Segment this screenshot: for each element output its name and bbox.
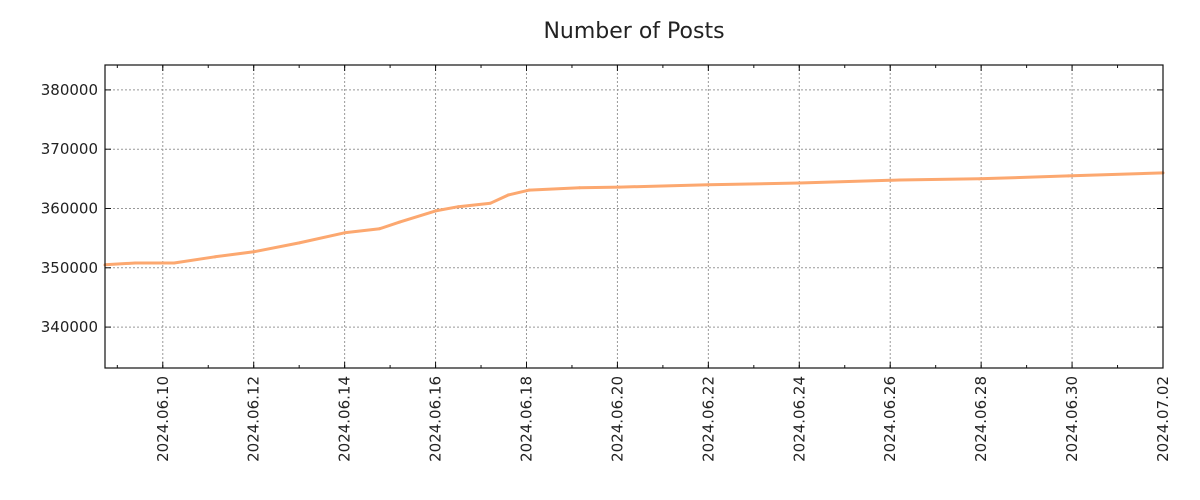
chart-title: Number of Posts xyxy=(543,19,724,44)
data-point xyxy=(506,193,510,197)
data-point xyxy=(456,205,460,209)
x-tick-label: 2024.06.22 xyxy=(699,376,717,462)
axis-ticks xyxy=(105,65,1164,368)
y-axis-labels: 340000 350000 360000 370000 380000 xyxy=(41,81,98,336)
x-tick-label: 2024.06.24 xyxy=(790,376,808,462)
y-tick-label: 350000 xyxy=(41,259,98,277)
data-point xyxy=(343,231,347,235)
data-point xyxy=(797,181,801,185)
y-tick-label: 370000 xyxy=(41,140,98,158)
data-point xyxy=(378,227,382,231)
data-point xyxy=(527,188,531,192)
data-point xyxy=(297,241,301,245)
x-tick-label: 2024.06.12 xyxy=(245,376,263,462)
data-point xyxy=(578,186,582,190)
data-point xyxy=(133,261,137,265)
x-tick-label: 2024.06.10 xyxy=(154,376,172,462)
data-point xyxy=(617,185,621,189)
series-group xyxy=(103,171,1165,267)
plot-frame xyxy=(104,64,1164,369)
x-tick-label: 2024.06.26 xyxy=(881,376,899,462)
data-point xyxy=(434,209,438,213)
x-tick-label: 2024.06.30 xyxy=(1063,376,1081,462)
x-tick-label: 2024.06.28 xyxy=(972,376,990,462)
x-tick-label: 2024.06.14 xyxy=(336,376,354,462)
data-point xyxy=(1066,174,1070,178)
y-tick-label: 360000 xyxy=(41,199,98,217)
x-tick-label: 2024.06.16 xyxy=(427,376,445,462)
y-tick-label: 380000 xyxy=(41,81,98,99)
y-tick-label: 340000 xyxy=(41,318,98,336)
data-point xyxy=(252,250,256,254)
data-point xyxy=(172,261,176,265)
x-tick-label: 2024.06.20 xyxy=(608,376,626,462)
x-axis-labels: 2024.06.10 2024.06.12 2024.06.14 2024.06.16… xyxy=(154,376,1172,462)
x-tick-label: 2024.06.18 xyxy=(517,376,535,462)
data-point xyxy=(489,201,493,205)
data-point xyxy=(706,183,710,187)
data-point xyxy=(213,255,217,259)
series-line xyxy=(104,171,1164,267)
data-point xyxy=(977,177,981,181)
data-point xyxy=(398,220,402,224)
grid xyxy=(105,65,1164,368)
data-point xyxy=(898,178,902,182)
x-tick-label: 2024.07.02 xyxy=(1154,376,1172,462)
